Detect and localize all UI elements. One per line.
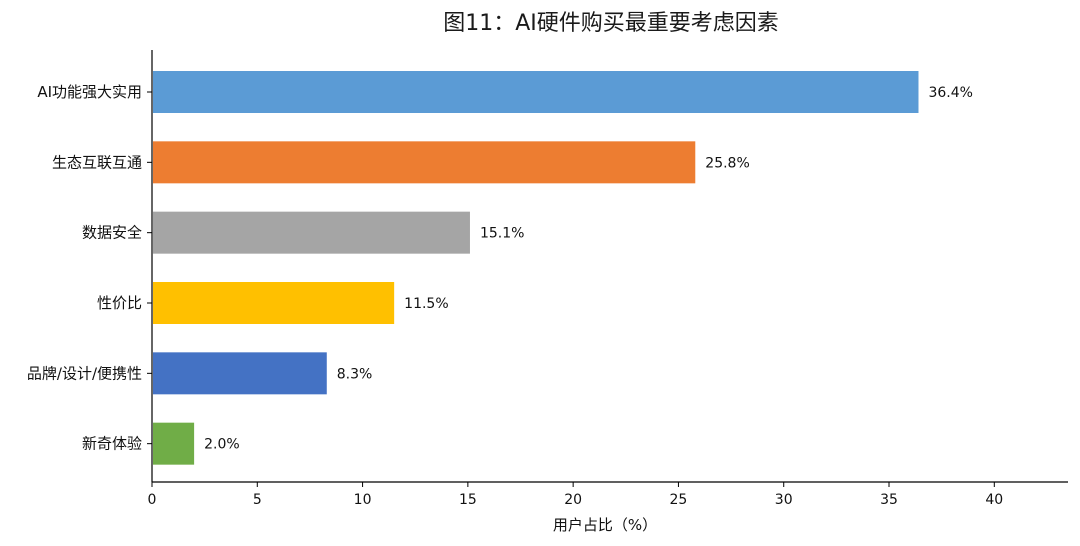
- bar-2: [153, 141, 696, 184]
- chart-title: 图11：AI硬件购买最重要考虑因素: [443, 11, 779, 36]
- value-label-2: 25.8%: [705, 155, 749, 171]
- category-label-3: 数据安全: [82, 224, 142, 242]
- x-tick-label-40: 40: [985, 492, 1003, 508]
- category-label-2: 生态互联互通: [52, 153, 142, 171]
- category-label-6: 新奇体验: [82, 435, 142, 453]
- x-tick-label-20: 20: [564, 492, 582, 508]
- category-label-4: 性价比: [97, 294, 142, 312]
- x-tick-label-35: 35: [880, 492, 898, 508]
- bar-5: [153, 352, 327, 395]
- x-tick-label-15: 15: [459, 492, 477, 508]
- value-label-5: 8.3%: [337, 366, 373, 382]
- x-tick-label-0: 0: [148, 492, 157, 508]
- category-label-1: AI功能强大实用: [37, 83, 142, 101]
- x-tick-label-5: 5: [253, 492, 262, 508]
- x-tick-label-10: 10: [354, 492, 372, 508]
- x-tick-label-30: 30: [775, 492, 793, 508]
- bars-group: 36.4% AI功能强大实用 25.8% 生态互联互通 15.1% 数据安全 11.5% 性价…: [27, 71, 973, 465]
- bar-6: [153, 422, 195, 465]
- value-label-6: 2.0%: [204, 437, 240, 453]
- bar-4: [153, 282, 395, 324]
- x-tick-label-25: 25: [670, 492, 688, 508]
- x-axis-title: 用户占比（%）: [553, 516, 657, 534]
- axes-group: 0 5 10 15 20 25 30 35 40: [147, 50, 1068, 508]
- bar-3: [153, 211, 470, 254]
- value-label-3: 15.1%: [480, 226, 524, 242]
- value-label-1: 36.4%: [928, 85, 972, 101]
- bar-1: [153, 71, 919, 113]
- category-label-5: 品牌/设计/便携性: [27, 364, 142, 382]
- value-label-4: 11.5%: [404, 296, 448, 312]
